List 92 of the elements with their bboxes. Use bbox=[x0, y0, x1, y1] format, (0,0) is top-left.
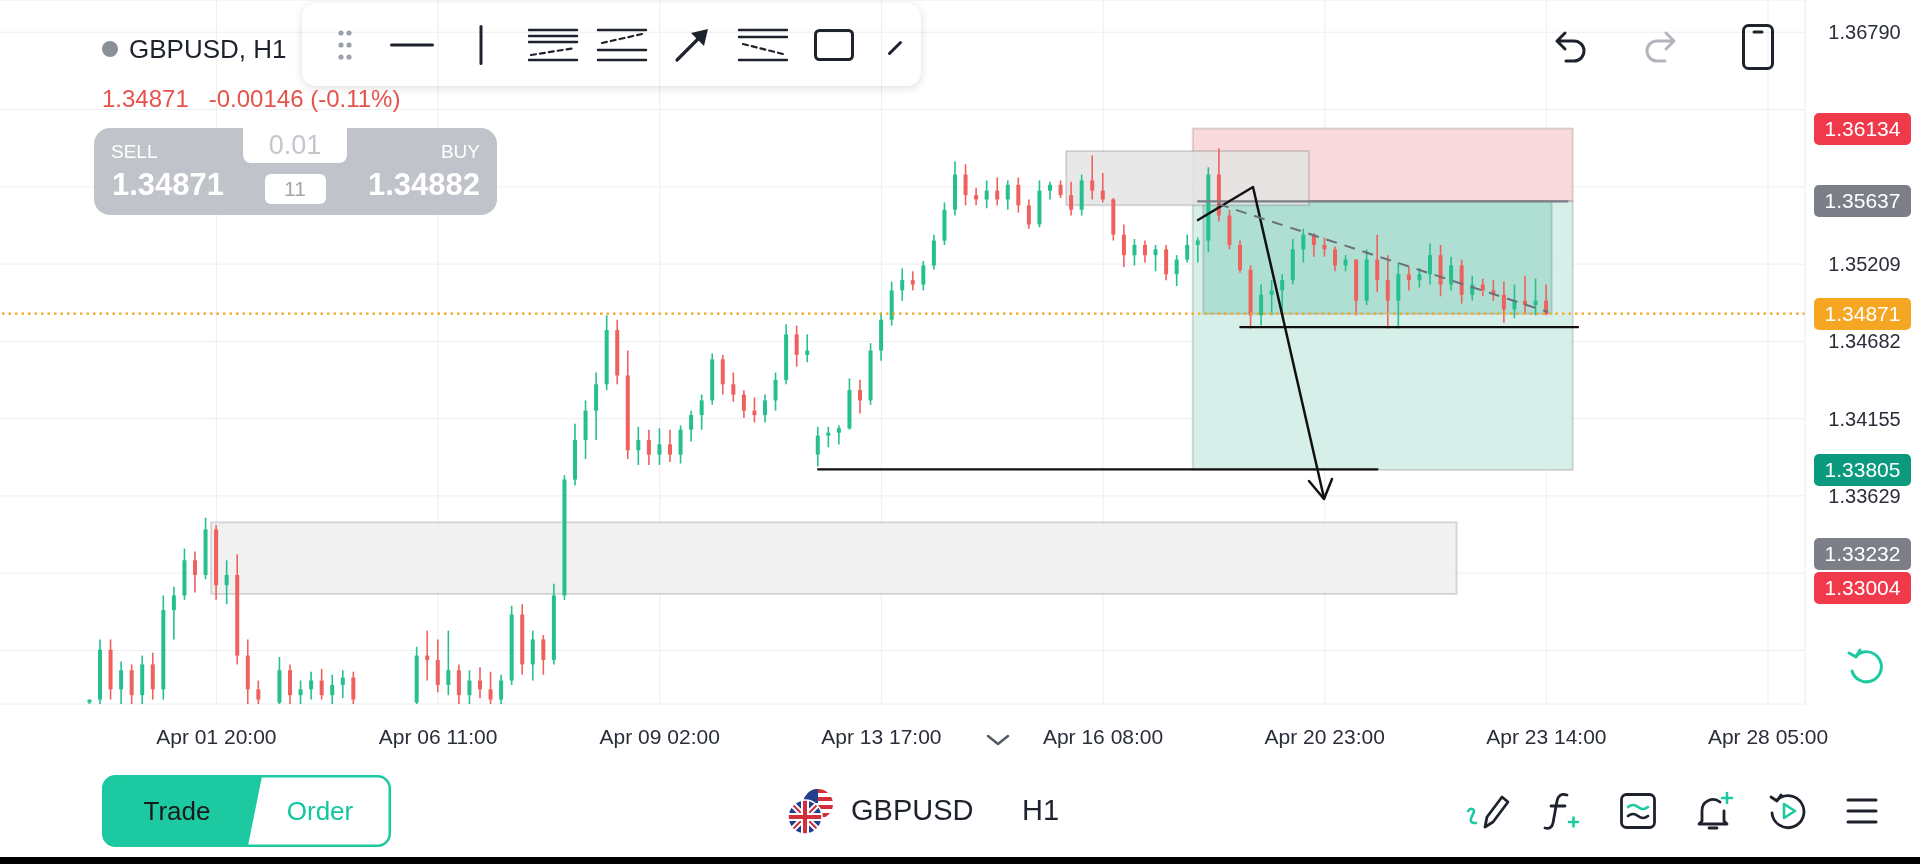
candlestick bbox=[1259, 283, 1264, 327]
candlestick bbox=[1016, 176, 1021, 214]
candlestick bbox=[119, 660, 124, 704]
candlestick bbox=[1333, 245, 1337, 273]
candlestick bbox=[1301, 228, 1306, 264]
candlestick bbox=[1280, 273, 1285, 314]
x-tick-label: Apr 13 17:00 bbox=[821, 724, 942, 748]
candlestick bbox=[1069, 181, 1074, 217]
candlestick bbox=[256, 679, 261, 704]
candlestick bbox=[1132, 238, 1137, 267]
text: 1.33805 bbox=[1814, 454, 1911, 487]
candlestick bbox=[646, 428, 651, 466]
text: 1.36134 bbox=[1814, 112, 1911, 145]
y-tick-label: 1.34682 bbox=[1828, 330, 1901, 353]
candlestick bbox=[1428, 242, 1432, 286]
text: 1.33232 bbox=[1814, 538, 1911, 571]
candlestick bbox=[309, 670, 314, 701]
candlestick bbox=[984, 179, 989, 210]
candlestick bbox=[1143, 239, 1147, 264]
candlestick bbox=[193, 550, 197, 594]
annotation: 11 bbox=[284, 177, 306, 201]
text: 1.34871 -0.00146 (-0.11%) bbox=[102, 84, 401, 113]
x-tick-label: Apr 20 23:00 bbox=[1264, 724, 1385, 748]
candlestick bbox=[1005, 179, 1010, 211]
candlestick bbox=[657, 427, 662, 466]
text: Trade bbox=[143, 795, 211, 826]
candlestick bbox=[1375, 233, 1380, 293]
candlestick bbox=[731, 371, 736, 403]
y-tick-label: 1.36790 bbox=[1828, 21, 1901, 44]
candlestick bbox=[1406, 266, 1411, 292]
candlestick bbox=[836, 424, 841, 446]
candlestick bbox=[1090, 154, 1095, 201]
candlestick bbox=[963, 163, 968, 207]
text: GBPUSD bbox=[851, 794, 974, 827]
ref-line-label: 1.34871 bbox=[1814, 297, 1911, 330]
candlestick bbox=[1449, 255, 1454, 292]
candlestick bbox=[910, 270, 915, 292]
annotation: SELL bbox=[111, 140, 158, 163]
x-tick-label: Apr 28 05:00 bbox=[1707, 724, 1829, 748]
candlestick bbox=[773, 371, 778, 412]
annotation: 0.01 bbox=[268, 130, 322, 161]
candlestick bbox=[1174, 254, 1179, 287]
candlestick bbox=[668, 428, 672, 463]
candlestick bbox=[319, 668, 324, 701]
candlestick bbox=[340, 669, 345, 699]
x-tick-label: Apr 06 11:00 bbox=[378, 724, 498, 748]
candlestick bbox=[478, 666, 482, 699]
candlestick bbox=[900, 267, 905, 302]
candlestick bbox=[351, 670, 356, 704]
candlestick bbox=[995, 176, 1000, 207]
candlestick bbox=[689, 409, 694, 443]
candlestick bbox=[1417, 267, 1422, 289]
candlestick bbox=[1153, 244, 1158, 273]
candlestick bbox=[467, 669, 472, 704]
candlestick bbox=[826, 426, 831, 449]
y-tick-label: 1.35209 bbox=[1828, 253, 1901, 276]
candlestick bbox=[499, 673, 504, 704]
x-tick-label: Apr 16 08:00 bbox=[1042, 724, 1164, 748]
annotation: 1.34871 bbox=[112, 166, 225, 203]
candlestick bbox=[224, 559, 229, 606]
candlestick bbox=[171, 585, 176, 641]
x-tick-label: Apr 09 02:00 bbox=[599, 724, 720, 748]
candlestick bbox=[858, 379, 862, 415]
annotation: 1.34882 bbox=[367, 166, 480, 203]
candlestick bbox=[636, 426, 641, 466]
candlestick bbox=[1100, 172, 1105, 204]
text: Order bbox=[286, 795, 354, 826]
candlestick bbox=[488, 670, 493, 704]
candlestick bbox=[921, 260, 926, 292]
candlestick bbox=[763, 393, 767, 424]
y-tick-label: 1.33629 bbox=[1828, 484, 1901, 507]
candlestick bbox=[1185, 233, 1190, 264]
x-tick-label: Apr 23 14:00 bbox=[1486, 724, 1607, 748]
candlestick bbox=[815, 426, 820, 468]
candlestick bbox=[741, 389, 746, 419]
candlestick bbox=[794, 324, 799, 368]
x-tick-label: Apr 01 20:00 bbox=[156, 724, 277, 748]
text: 1.35637 bbox=[1814, 185, 1911, 218]
text: H1 bbox=[1022, 794, 1060, 827]
candlestick bbox=[541, 634, 546, 676]
candlestick bbox=[1121, 223, 1126, 268]
annotation: BUY bbox=[440, 140, 480, 163]
text: 1.33004 bbox=[1814, 571, 1911, 604]
candlestick bbox=[1501, 280, 1506, 324]
candlestick bbox=[1385, 254, 1390, 330]
candlestick bbox=[1026, 198, 1031, 230]
candlestick bbox=[699, 393, 704, 431]
candlestick bbox=[446, 629, 451, 696]
y-tick-label: 1.34155 bbox=[1828, 407, 1901, 430]
candlestick bbox=[330, 673, 335, 704]
text: GBPUSD, H1 bbox=[129, 33, 287, 64]
candlestick bbox=[298, 679, 303, 704]
